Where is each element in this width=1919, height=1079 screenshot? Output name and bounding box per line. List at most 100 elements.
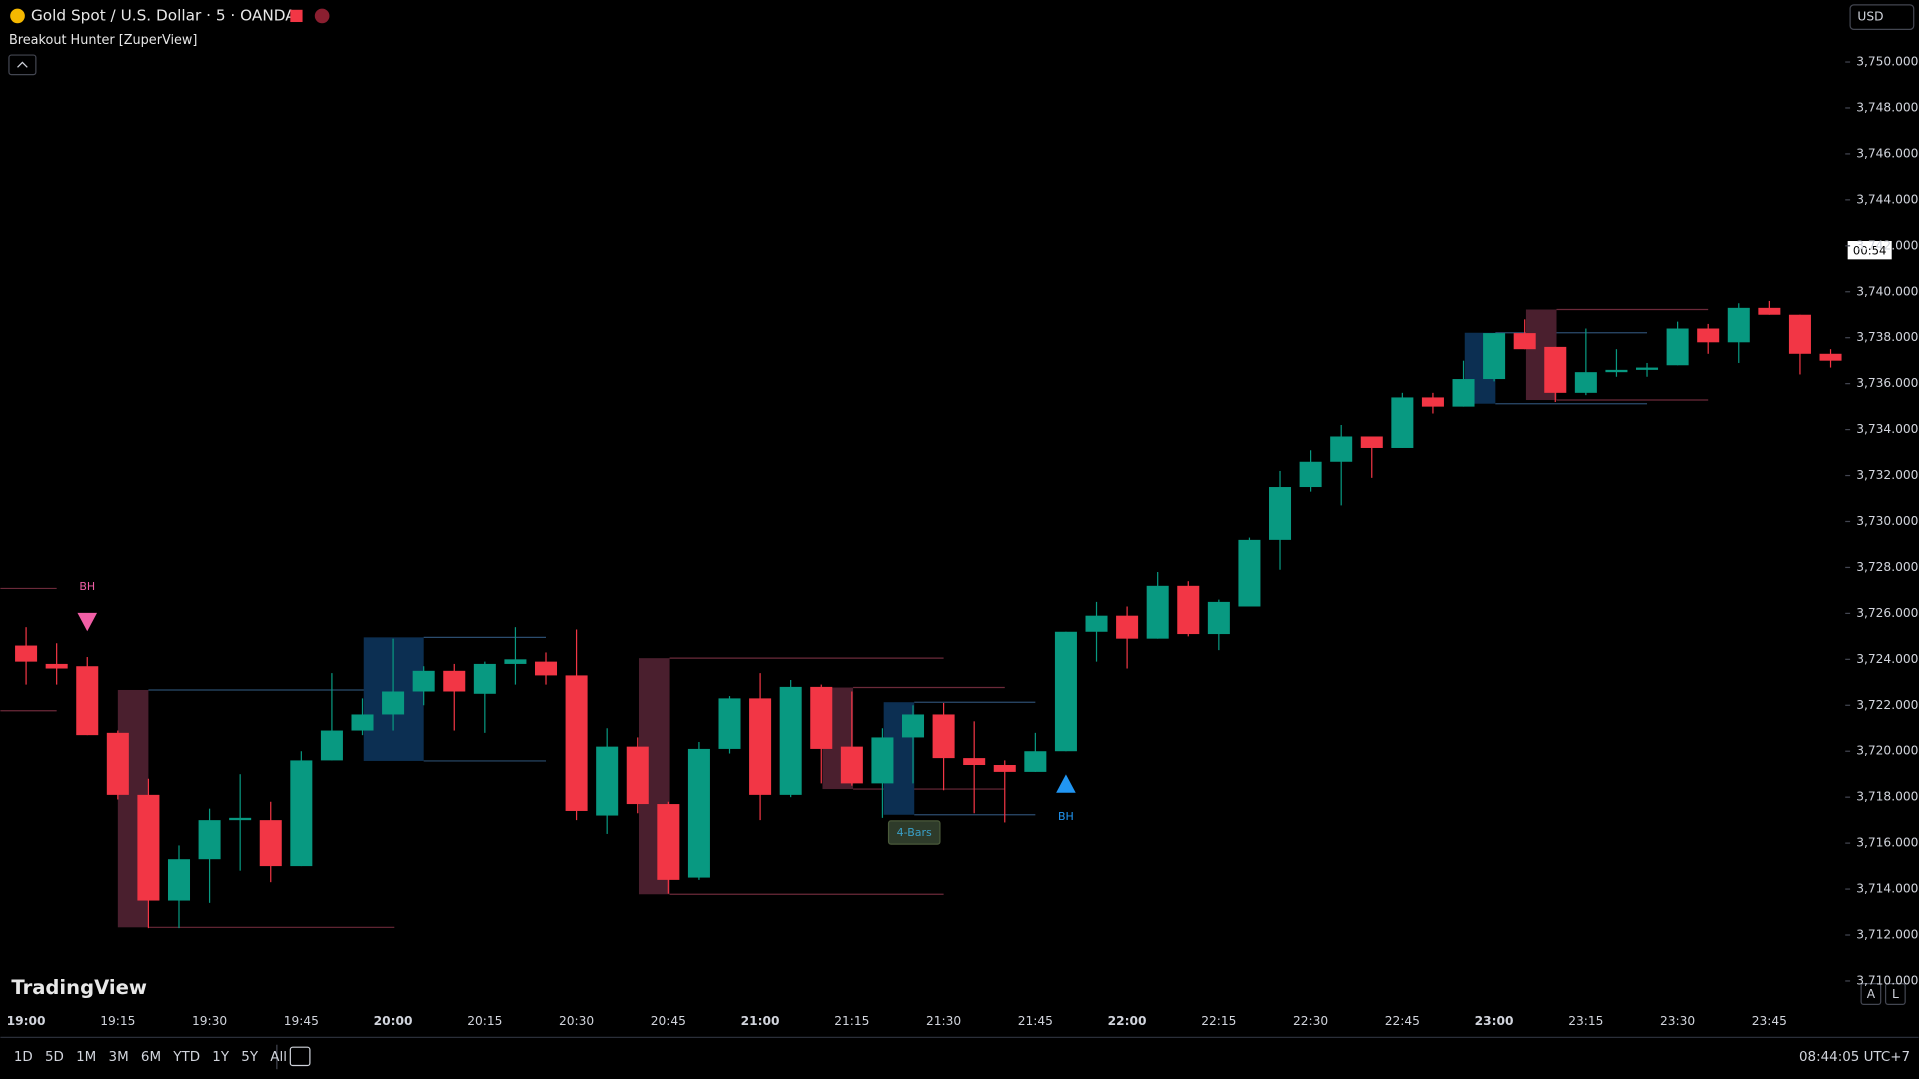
indicator-boxes — [0, 308, 1709, 928]
sell-signal — [77, 612, 98, 632]
scale-button-label: A — [1867, 987, 1876, 1001]
x-tick-label: 19:45 — [284, 1014, 319, 1028]
candle-body — [351, 714, 374, 731]
candle-body — [1758, 307, 1781, 315]
candle-body — [1054, 631, 1077, 752]
candle-body — [1238, 539, 1261, 607]
candle-body — [749, 698, 772, 795]
candle-body — [1666, 328, 1689, 366]
y-tick-label: 3,736.000 — [1856, 376, 1918, 390]
x-tick-label: 21:45 — [1018, 1014, 1053, 1028]
candle-body — [229, 817, 252, 821]
scale-button-label: L — [1892, 987, 1899, 1001]
scale-button[interactable] — [1884, 982, 1906, 1005]
candle-body — [320, 730, 343, 761]
y-tick-label: 3,738.000 — [1856, 330, 1918, 344]
y-tick-label: 3,748.000 — [1856, 100, 1918, 114]
candle-body — [932, 714, 955, 759]
candle-body — [1360, 436, 1383, 448]
candle-body — [565, 675, 588, 811]
candle-body — [137, 794, 160, 901]
range-button[interactable]: YTD — [172, 1050, 200, 1065]
range-button[interactable]: 1D — [14, 1050, 33, 1065]
y-tick-label: 3,722.000 — [1856, 698, 1918, 712]
candle-body — [1574, 372, 1597, 393]
candle-body — [1391, 397, 1414, 448]
candle-body — [993, 765, 1016, 772]
candle-body — [1452, 379, 1475, 407]
candle-body — [1269, 487, 1292, 540]
x-tick-label: 20:45 — [651, 1014, 686, 1028]
indicator-title: Breakout Hunter [ZuperView] — [9, 33, 197, 48]
candle-body — [290, 760, 313, 867]
scale-button[interactable] — [1860, 982, 1882, 1005]
candle-body — [1697, 328, 1720, 343]
candle-body — [840, 746, 863, 784]
candle-body — [534, 661, 558, 676]
x-tick-label: 23:00 — [1475, 1014, 1514, 1028]
flag — [290, 9, 303, 23]
currency-button[interactable] — [1849, 4, 1915, 30]
currency: USD — [1857, 10, 1883, 24]
candle-body — [1421, 397, 1444, 407]
x-tick-label: 19:00 — [7, 1014, 46, 1028]
buy-signal — [1056, 774, 1076, 793]
candle-body — [1024, 751, 1047, 772]
collapse-icon — [17, 61, 28, 68]
candle-body — [657, 804, 680, 880]
signal-label: BH — [1058, 810, 1074, 823]
countdown-box — [1847, 241, 1892, 260]
x-tick-label: 21:00 — [741, 1014, 780, 1028]
candle-body — [779, 686, 802, 795]
range-button[interactable]: 1Y — [212, 1050, 230, 1065]
y-tick-label: 3,746.000 — [1856, 146, 1918, 160]
candle-body — [1330, 436, 1353, 462]
y-tick-label: 3,718.000 — [1856, 790, 1918, 804]
candle-body — [902, 714, 925, 738]
brand: TradingView — [11, 976, 147, 999]
candle-body — [76, 666, 99, 736]
range-button[interactable]: 6M — [141, 1050, 161, 1065]
candle-body — [1544, 346, 1567, 393]
range-button[interactable]: 5Y — [241, 1050, 259, 1065]
candle-body — [963, 758, 986, 766]
candle-body — [626, 746, 649, 805]
x-tick-label: 20:00 — [374, 1014, 413, 1028]
x-tick-label: 22:30 — [1293, 1014, 1328, 1028]
collapse-button[interactable] — [8, 54, 37, 76]
candle-body — [718, 698, 741, 749]
bars-label-box — [887, 820, 941, 845]
x-tick-label: 22:00 — [1108, 1014, 1147, 1028]
candle-body — [1788, 314, 1811, 354]
candle-body — [167, 859, 191, 901]
x-tick-label: 23:30 — [1660, 1014, 1695, 1028]
candle-body — [1085, 615, 1108, 632]
y-tick-label: 3,728.000 — [1856, 560, 1918, 574]
candle-body — [1483, 333, 1506, 380]
signal-label: BH — [79, 580, 95, 593]
candle-body — [198, 820, 221, 860]
candle-body — [106, 732, 129, 795]
candle-body — [810, 686, 833, 749]
y-tick-label: 3,740.000 — [1856, 284, 1918, 298]
range-button[interactable]: 5D — [45, 1050, 64, 1065]
candle-body — [1605, 369, 1628, 373]
candle-body — [596, 746, 619, 816]
y-tick-label: 3,750.000 — [1856, 55, 1918, 69]
x-tick-label: 19:30 — [192, 1014, 227, 1028]
candle-body — [687, 748, 710, 878]
x-tick-label: 20:15 — [467, 1014, 502, 1028]
candle-body — [15, 645, 38, 662]
y-tick-label: 3,732.000 — [1856, 468, 1918, 482]
candle-body — [504, 659, 527, 664]
range-button[interactable]: All — [270, 1050, 287, 1065]
x-tick-label: 23:15 — [1568, 1014, 1603, 1028]
candle-body — [412, 670, 435, 692]
symbol-title: Gold Spot / U.S. Dollar · 5 · OANDA — [31, 6, 296, 24]
range-button[interactable]: 1M — [76, 1050, 96, 1065]
date-range-button[interactable] — [289, 1046, 311, 1067]
candle-body — [871, 737, 894, 784]
x-tick-label: 22:15 — [1201, 1014, 1236, 1028]
range-button[interactable]: 3M — [109, 1050, 129, 1065]
y-tick-label: 3,716.000 — [1856, 836, 1918, 850]
